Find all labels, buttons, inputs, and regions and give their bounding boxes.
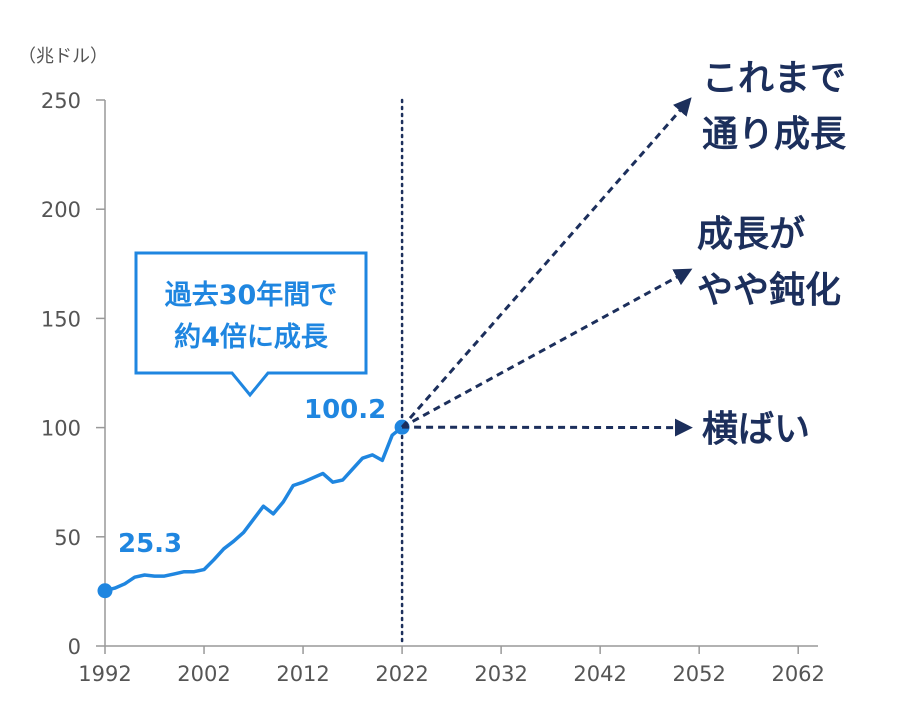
y-tick-label: 0 [68,635,81,659]
callout-box: 過去30年間で 約4倍に成長 [134,251,368,398]
projection-arrow-2 [401,268,693,429]
y-tick-label: 200 [41,198,81,222]
callout-line-1: 過去30年間で [165,279,338,311]
scenario-label-1-line-2: 通り成長 [702,114,847,155]
scenario-label-2-line-1: 成長が [697,214,805,255]
y-tick-label: 250 [41,89,81,113]
x-tick-label: 2012 [276,662,329,686]
y-axis-unit-label: （兆ドル） [18,46,108,67]
callout-line-2: 約4倍に成長 [174,321,329,353]
scenario-label-2-line-2: やや鈍化 [697,270,841,311]
x-tick-label: 1992 [78,662,131,686]
x-tick-label: 2042 [573,662,626,686]
x-tick-label: 2002 [177,662,230,686]
scenario-label-1-line-1: これまで [702,58,846,99]
start-value-label: 25.3 [118,529,182,559]
series-line [104,425,404,593]
projection-arrows [400,97,693,437]
start-point [97,583,113,599]
y-tick-label: 100 [41,417,81,441]
projection-arrow-1 [400,97,692,429]
end-value-label: 100.2 [304,395,386,425]
y-tick-label: 50 [54,526,81,550]
axes [96,99,818,654]
scenario-label-3: 横ばい [702,409,810,450]
x-tick-label: 2052 [672,662,725,686]
x-tick-label: 2022 [375,662,428,686]
y-tick-labels: 0 50 100 150 200 250 [41,89,81,659]
x-tick-label: 2032 [474,662,527,686]
series-group [97,419,410,599]
x-tick-labels: 1992 2002 2012 2022 2032 2042 2052 2062 [78,662,825,686]
callout-border [134,251,368,398]
x-tick-label: 2062 [771,662,824,686]
y-tick-label: 150 [41,307,81,331]
